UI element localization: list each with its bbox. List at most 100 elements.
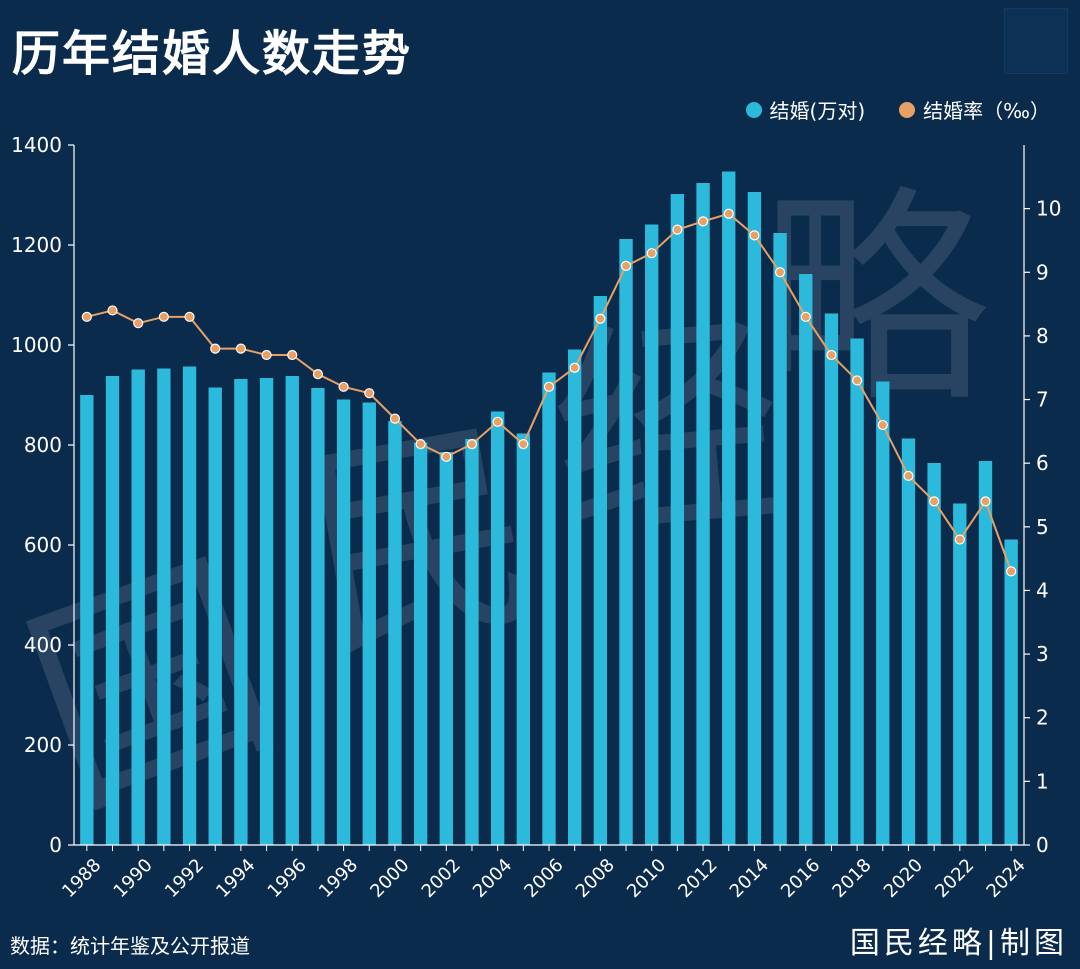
rate-point-2001 — [415, 438, 426, 450]
rate-point-2008 — [595, 313, 606, 324]
y-right-tick-label: 9 — [1036, 260, 1049, 284]
rate-point-1989 — [107, 305, 118, 316]
bar-1993 — [208, 387, 222, 845]
y-left-tick-label: 0 — [49, 833, 62, 857]
watermark-char: 略 — [760, 168, 990, 435]
bar-2024 — [1004, 539, 1018, 845]
rate-point-1999 — [364, 388, 375, 399]
bar-2001 — [413, 442, 428, 845]
y-left-tick-label: 200 — [24, 733, 62, 757]
rate-point-1990 — [133, 318, 144, 329]
rate-point-1992 — [184, 311, 195, 322]
rate-point-2020 — [903, 470, 914, 482]
y-right-tick-label: 5 — [1036, 515, 1049, 539]
qr-placeholder — [1004, 8, 1068, 74]
x-tick-label: 1994 — [212, 855, 259, 902]
x-tick-label: 1990 — [110, 855, 157, 902]
rate-point-2015 — [774, 267, 786, 278]
bar-1994 — [234, 379, 248, 845]
bar-2014 — [747, 192, 762, 845]
bar-1999 — [362, 402, 376, 845]
bar-1996 — [285, 376, 299, 845]
bar-2008 — [593, 296, 608, 845]
bar-1989 — [105, 376, 120, 845]
rate-point-2022 — [954, 534, 965, 545]
y-right-tick-label: 3 — [1036, 642, 1049, 666]
x-tick-label: 2010 — [623, 855, 670, 902]
rate-point-2011 — [672, 224, 683, 235]
legend-item-marriages[interactable]: 结婚(万对) — [745, 95, 866, 124]
watermark-char: 国 — [0, 522, 305, 852]
rate-point-2023 — [980, 496, 991, 507]
page-title: 历年结婚人数走势 — [12, 26, 413, 82]
x-tick-label: 2008 — [572, 855, 619, 902]
bar-2015 — [773, 233, 787, 845]
data-source: 数据：统计年鉴及公开报道 — [10, 934, 250, 958]
rate-point-2013 — [723, 208, 734, 219]
bar-2006 — [542, 372, 556, 845]
bar-2018 — [850, 338, 864, 845]
y-right-tick-label: 8 — [1036, 324, 1049, 348]
x-tick-label: 2024 — [983, 855, 1030, 902]
rate-point-1996 — [287, 349, 298, 361]
rate-point-1998 — [338, 381, 349, 392]
legend-bar-swatch — [745, 101, 762, 118]
y-right-tick-label: 6 — [1036, 451, 1049, 475]
line-series — [81, 208, 1017, 577]
bar-2023 — [978, 461, 993, 845]
rate-point-2002 — [441, 451, 452, 462]
bar-2021 — [927, 463, 941, 845]
rate-point-1997 — [312, 368, 324, 380]
bar-2002 — [439, 452, 453, 845]
legend: 结婚(万对) 结婚率（‰） — [745, 95, 1050, 124]
bar-2005 — [516, 433, 530, 845]
bar-2017 — [824, 313, 839, 845]
bar-2004 — [490, 411, 505, 845]
x-tick-label: 1988 — [58, 855, 105, 902]
y-right-tick-label: 4 — [1036, 578, 1049, 602]
x-tick-label: 2012 — [674, 855, 721, 902]
rate-point-2017 — [826, 349, 837, 361]
legend-line-swatch — [899, 101, 916, 118]
y-right-tick-label: 1 — [1036, 769, 1049, 793]
y-left-tick-label: 1000 — [11, 333, 62, 357]
x-tick-label: 2000 — [366, 855, 413, 902]
x-tick-label: 2016 — [777, 855, 824, 902]
rate-point-2000 — [389, 413, 401, 424]
bar-2016 — [799, 274, 813, 845]
x-tick-label: 2006 — [520, 855, 567, 902]
rate-point-2019 — [877, 419, 888, 431]
rate-point-2007 — [569, 362, 580, 373]
bar-series — [80, 171, 1018, 845]
rate-point-2005 — [518, 438, 529, 450]
rate-point-2012 — [697, 216, 709, 227]
rate-point-2021 — [929, 496, 940, 507]
rate-point-2009 — [620, 260, 632, 272]
bar-2007 — [568, 349, 582, 845]
legend-item-rate[interactable]: 结婚率（‰） — [899, 95, 1050, 124]
legend-label-marriages: 结婚(万对) — [769, 99, 866, 123]
bar-1997 — [311, 388, 325, 845]
y-left-tick-label: 400 — [24, 633, 62, 657]
rate-point-2003 — [466, 438, 478, 450]
y-right-tick-label: 10 — [1036, 197, 1061, 221]
rate-point-2024 — [1006, 566, 1017, 577]
bar-2013 — [722, 171, 736, 845]
x-tick-label: 2018 — [828, 855, 875, 902]
bar-2009 — [619, 239, 633, 845]
rate-point-1991 — [158, 311, 169, 322]
bar-2019 — [876, 381, 890, 845]
x-tick-label: 2022 — [931, 855, 978, 902]
rate-point-2006 — [543, 381, 555, 392]
rate-point-2016 — [800, 311, 811, 322]
x-tick-label: 2004 — [469, 855, 516, 902]
x-tick-label: 2014 — [726, 855, 773, 902]
x-tick-label: 1996 — [264, 855, 311, 902]
bar-1995 — [259, 378, 274, 845]
y-left-tick-label: 600 — [24, 533, 62, 557]
legend-label-rate: 结婚率（‰） — [923, 99, 1050, 123]
rate-point-1988 — [81, 311, 92, 322]
bar-1990 — [131, 369, 145, 845]
rate-point-2014 — [749, 230, 760, 241]
